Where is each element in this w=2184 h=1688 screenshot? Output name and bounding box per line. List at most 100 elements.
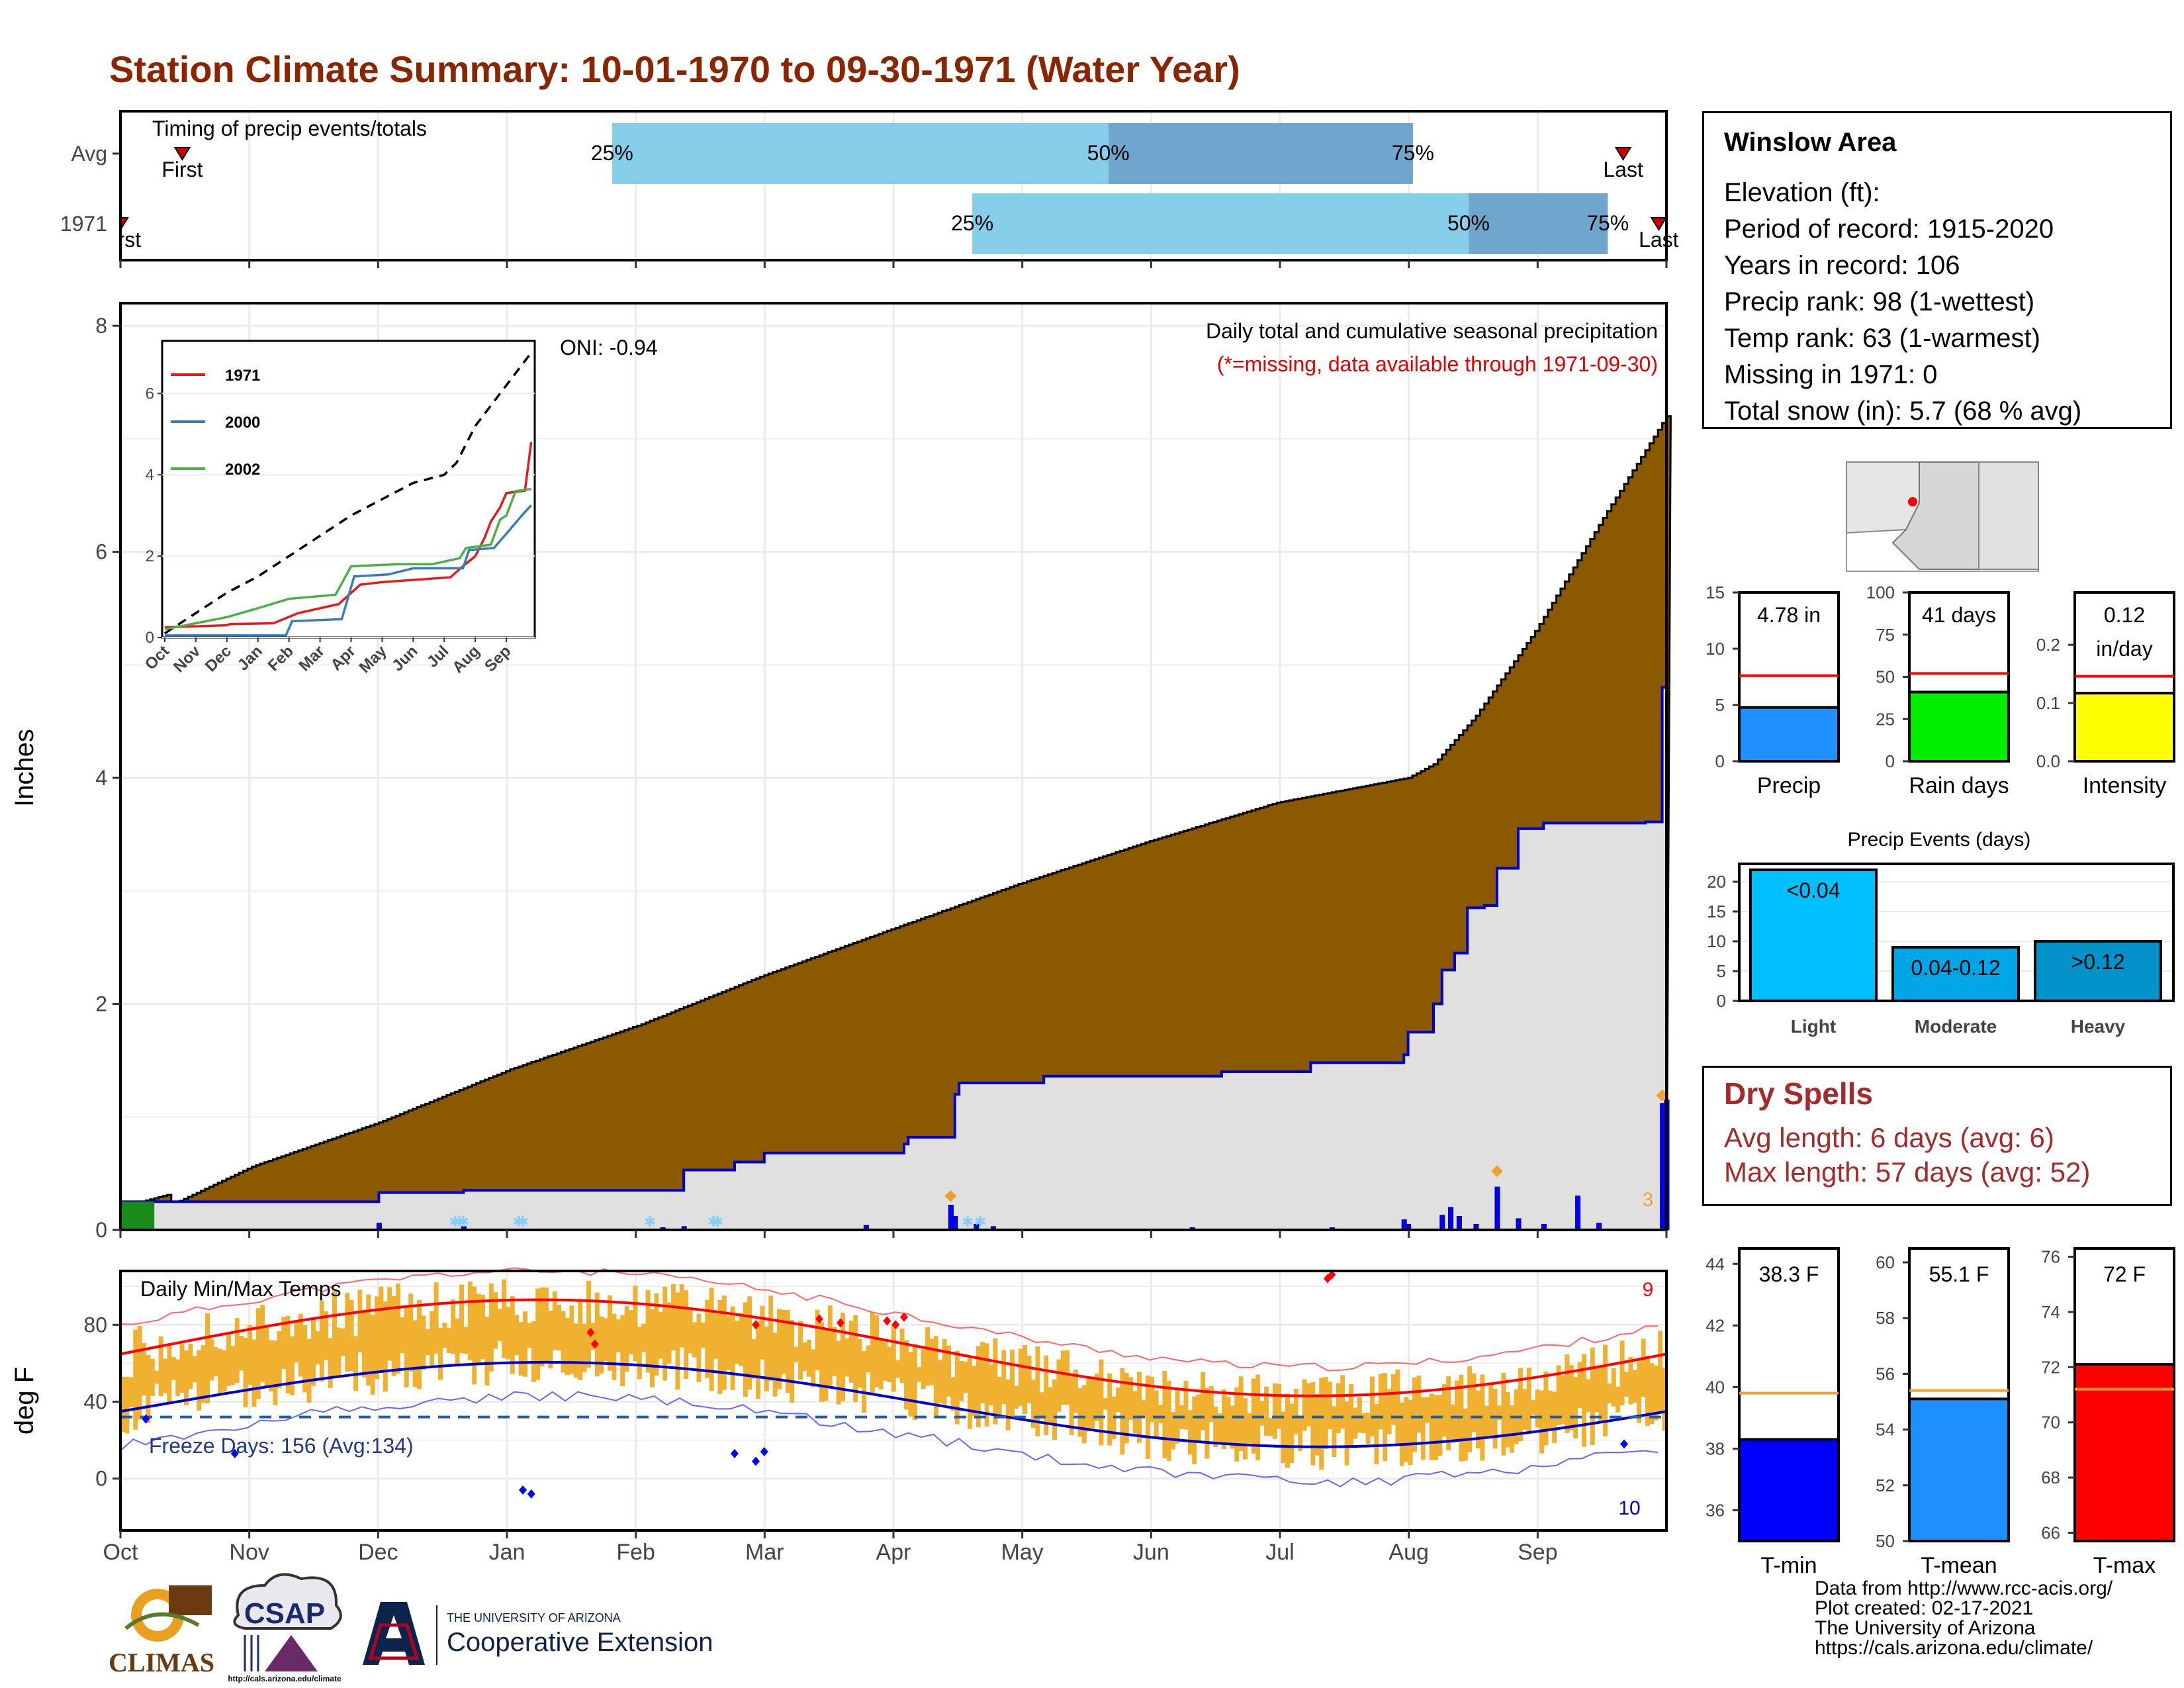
record-low-marker [230, 1448, 239, 1458]
daily-temp-bar [281, 1317, 287, 1370]
daily-temp-bar [366, 1294, 371, 1385]
daily-temp-bar [375, 1296, 379, 1380]
daily-temp-bar [823, 1328, 829, 1401]
daily-temp-bar [1425, 1397, 1430, 1423]
daily-temp-bar [777, 1309, 782, 1389]
daily-temp-bar [1014, 1385, 1019, 1409]
temp-summary-tick-label: 74 [2041, 1302, 2060, 1322]
daily-temp-bar [539, 1287, 545, 1367]
daily-temp-bar [1565, 1354, 1570, 1433]
daily-temp-bar [1328, 1382, 1332, 1429]
summary-bar-tick-label: 0.0 [2036, 751, 2060, 771]
daily-precip-bar [952, 1216, 958, 1231]
daily-temp-bar [586, 1280, 591, 1368]
daily-temp-bar [1039, 1392, 1044, 1419]
summary-bar-tick-label: 0.2 [2036, 635, 2060, 655]
daily-temp-bar [968, 1357, 972, 1429]
temp-summary-value-label: 72 F [2103, 1262, 2146, 1286]
record-low-marker [752, 1456, 760, 1466]
last-event-marker [1614, 147, 1632, 161]
daily-temp-bar [806, 1339, 811, 1377]
daily-temp-bar [467, 1281, 473, 1360]
ua-logo-line2: Cooperative Extension [447, 1628, 713, 1657]
daily-temp-bar [192, 1356, 197, 1383]
daily-temp-bar [989, 1364, 993, 1405]
daily-temp-bar [400, 1317, 405, 1354]
daily-temp-bar [1056, 1359, 1062, 1412]
daily-temp-bar [1073, 1370, 1078, 1413]
inset-legend-label: 2000 [225, 414, 260, 432]
daily-temp-bar [179, 1344, 185, 1393]
daily-temp-bar [709, 1288, 714, 1391]
timing-p25-label: 25% [951, 211, 993, 235]
month-label: Jun [1133, 1540, 1169, 1565]
daily-temp-bar [887, 1346, 892, 1382]
daily-temp-bar [692, 1322, 697, 1358]
timing-p25-label: 25% [591, 141, 633, 165]
daily-temp-bar [1590, 1347, 1595, 1446]
daily-temp-bar [1467, 1366, 1473, 1452]
daily-temp-bar [251, 1339, 257, 1407]
daily-temp-bar [142, 1343, 146, 1395]
daily-temp-bar [743, 1302, 748, 1397]
daily-temp-bar [345, 1293, 350, 1372]
daily-temp-bar [502, 1279, 506, 1358]
daily-temp-bar [1437, 1395, 1443, 1456]
daily-temp-bar [874, 1315, 880, 1387]
daily-temp-bar [137, 1325, 142, 1420]
daily-temp-bar [1420, 1397, 1426, 1460]
daily-temp-bar [230, 1346, 236, 1385]
daily-temp-bar [1162, 1370, 1167, 1458]
daily-temp-bar [1450, 1404, 1455, 1443]
daily-temp-bar [721, 1295, 727, 1390]
daily-temp-bar [1416, 1376, 1422, 1433]
daily-temp-bar [175, 1359, 181, 1396]
daily-temp-bar [594, 1292, 600, 1377]
daily-temp-bar [1510, 1405, 1515, 1453]
daily-temp-bar [408, 1293, 414, 1372]
daily-temp-bar [730, 1306, 735, 1390]
daily-temp-bar [213, 1347, 218, 1377]
daily-temp-bar [1365, 1413, 1371, 1444]
precip-subtitle: Daily total and cumulative seasonal prec… [1206, 319, 1658, 343]
daily-temp-bar [819, 1322, 824, 1402]
daily-temp-bar [950, 1377, 956, 1411]
snow-marker: ✱ [711, 1213, 723, 1230]
daily-temp-bar [1471, 1373, 1477, 1432]
daily-temp-bar [1561, 1375, 1565, 1425]
daily-temp-bar [662, 1286, 668, 1381]
temp-summary-tick-label: 38 [1706, 1438, 1725, 1458]
temp-summary-tick-label: 36 [1706, 1500, 1725, 1520]
timing-p50-label: 50% [1447, 211, 1490, 235]
precip-events-category-label: Light [1791, 1016, 1836, 1037]
dry-spells-avg: Avg length: 6 days (avg: 6) [1724, 1122, 2054, 1153]
daily-temp-bar [184, 1350, 189, 1405]
daily-temp-bar [222, 1350, 227, 1392]
daily-temp-bar [938, 1360, 943, 1403]
record-low-marker [527, 1489, 535, 1499]
timing-p75-label: 75% [1392, 141, 1434, 165]
daily-temp-bar [1222, 1389, 1226, 1450]
daily-temp-bar [1374, 1403, 1379, 1464]
daily-temp-bar [1264, 1386, 1269, 1436]
daily-temp-bar [946, 1345, 951, 1397]
daily-temp-bar [1023, 1344, 1028, 1414]
daily-temp-bar [862, 1351, 866, 1413]
daily-temp-bar [650, 1309, 655, 1387]
daily-temp-bar [451, 1299, 456, 1354]
daily-temp-bar [1543, 1371, 1549, 1446]
daily-temp-bar [1268, 1417, 1273, 1436]
temp-summary-value-label: 38.3 F [1759, 1262, 1819, 1286]
precip-note: (*=missing, data available through 1971-… [1217, 352, 1658, 376]
daily-temp-bar [523, 1311, 527, 1377]
station-info-box: Winslow Area Elevation (ft): Period of r… [1702, 111, 2172, 429]
daily-temp-bar [739, 1313, 744, 1367]
cumulative-1971-area [120, 687, 1666, 1230]
summary-bar-value-label: 4.78 in [1757, 603, 1821, 627]
daily-temp-bar [1247, 1413, 1252, 1444]
timing-bar-50-75 [1108, 123, 1413, 184]
daily-temp-bar [717, 1300, 723, 1394]
temp-summary-bar [1738, 1438, 1840, 1542]
snow-marker: ✱ [707, 1213, 719, 1230]
